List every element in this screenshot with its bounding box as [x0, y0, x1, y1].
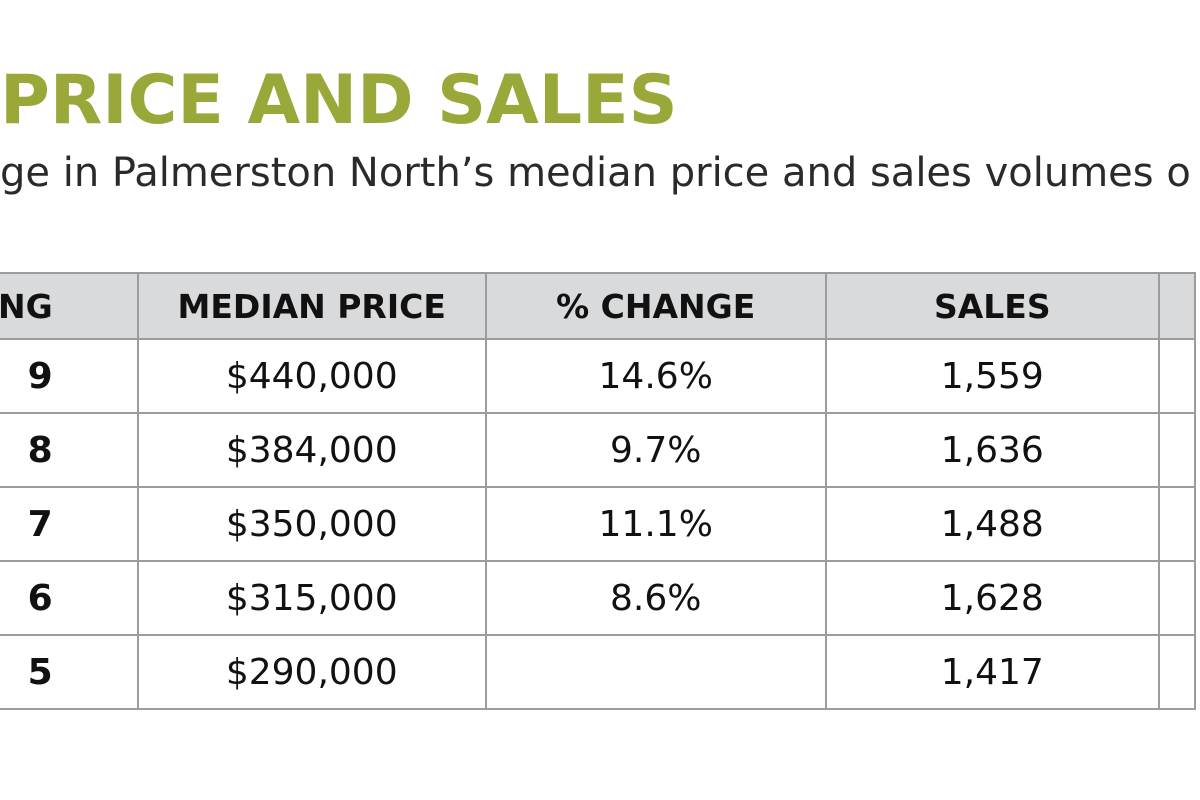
table-row: 6 $315,000 8.6% 1,628 — [0, 560, 1197, 636]
column-header: % CHANGE — [484, 272, 827, 340]
table-cell: 5 — [0, 634, 139, 710]
table-cell: 1,417 — [824, 634, 1160, 710]
table-cell: $440,000 — [136, 338, 487, 414]
table-cell: $315,000 — [136, 560, 487, 636]
table-row: 9 $440,000 14.6% 1,559 — [0, 338, 1197, 414]
table-cell: 6 — [0, 560, 139, 636]
table-row: 7 $350,000 11.1% 1,488 — [0, 486, 1197, 562]
table-cell — [484, 634, 827, 710]
table-cell: 8.6% — [484, 560, 827, 636]
table-cell: $384,000 — [136, 412, 487, 488]
chart-title: PRICE AND SALES — [0, 61, 678, 140]
table-cell: 9.7% — [484, 412, 827, 488]
column-header: SALES — [824, 272, 1160, 340]
table-cell — [1157, 338, 1197, 414]
table-cell: 11.1% — [484, 486, 827, 562]
table-row: 8 $384,000 9.7% 1,636 — [0, 412, 1197, 488]
table-cell: $290,000 — [136, 634, 487, 710]
table-cell: 1,636 — [824, 412, 1160, 488]
column-header: NG — [0, 272, 139, 340]
table-cell — [1157, 486, 1197, 562]
table-cell: 7 — [0, 486, 139, 562]
table-cell: 8 — [0, 412, 139, 488]
table-cell: 1,628 — [824, 560, 1160, 636]
table-cell — [1157, 412, 1197, 488]
table-header-row: NG MEDIAN PRICE % CHANGE SALES — [0, 272, 1197, 340]
chart-subtitle: ge in Palmerston North’s median price an… — [0, 150, 1191, 196]
table-row: 5 $290,000 1,417 — [0, 634, 1197, 710]
column-header: MEDIAN PRICE — [136, 272, 487, 340]
table-cell: 9 — [0, 338, 139, 414]
table-body: 9 $440,000 14.6% 1,559 8 $384,000 9.7% 1,636 7 $3… — [0, 338, 1197, 710]
column-header — [1157, 272, 1197, 340]
table-cell — [1157, 560, 1197, 636]
table-cell: $350,000 — [136, 486, 487, 562]
table-cell: 1,559 — [824, 338, 1160, 414]
data-table: NG MEDIAN PRICE % CHANGE SALES 9 $440,000… — [0, 272, 1197, 710]
table-cell: 1,488 — [824, 486, 1160, 562]
table-cell — [1157, 634, 1197, 710]
table-cell: 14.6% — [484, 338, 827, 414]
